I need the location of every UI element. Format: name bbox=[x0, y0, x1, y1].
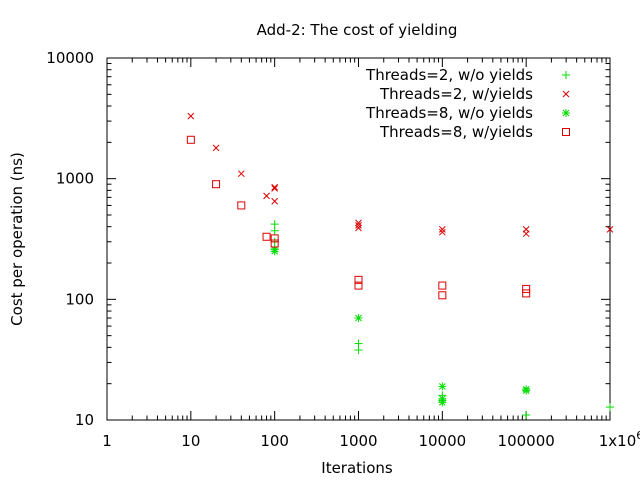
x-axis-title: Iterations bbox=[321, 459, 393, 477]
data-point bbox=[271, 183, 279, 191]
data-point bbox=[354, 346, 363, 355]
plot-frame bbox=[106, 57, 611, 421]
data-points bbox=[186, 112, 614, 420]
data-point bbox=[355, 224, 362, 232]
legend-label: Threads=8, w/o yields bbox=[365, 104, 533, 122]
data-point bbox=[522, 411, 531, 420]
data-point bbox=[354, 275, 363, 284]
y-tick-label: 10 bbox=[75, 411, 94, 429]
data-point bbox=[186, 135, 195, 144]
legend-marker bbox=[562, 128, 570, 136]
data-point bbox=[438, 226, 446, 233]
data-point bbox=[187, 112, 195, 120]
series-4 bbox=[186, 135, 531, 300]
data-point bbox=[438, 398, 447, 407]
x-tick-label: 100 bbox=[260, 432, 289, 450]
y-axis-title: Cost per operation (ns) bbox=[8, 152, 26, 326]
data-point bbox=[270, 226, 279, 235]
data-point bbox=[270, 239, 279, 248]
x-tick-label: 1 bbox=[102, 432, 112, 450]
data-point bbox=[355, 219, 362, 227]
data-point bbox=[270, 234, 279, 243]
legend-label: Threads=2, w/o yields bbox=[365, 66, 533, 84]
data-point bbox=[438, 382, 447, 391]
legend-marker bbox=[562, 90, 570, 98]
legend-label: Threads=8, w/yields bbox=[379, 123, 533, 141]
data-point bbox=[438, 291, 447, 300]
data-point bbox=[355, 222, 362, 229]
series-3 bbox=[270, 245, 531, 407]
data-point bbox=[263, 192, 270, 200]
x-tick-label: 1x106 bbox=[599, 429, 640, 450]
data-point bbox=[606, 226, 614, 233]
data-point bbox=[262, 232, 271, 241]
data-point bbox=[270, 247, 279, 256]
data-point bbox=[522, 284, 531, 293]
x-tick-label: 10 bbox=[181, 432, 200, 450]
data-point bbox=[438, 228, 446, 236]
data-point bbox=[438, 281, 447, 290]
data-point bbox=[354, 281, 363, 290]
data-point bbox=[522, 230, 530, 238]
data-point bbox=[271, 197, 279, 205]
axis-ticks bbox=[106, 57, 611, 421]
data-point bbox=[271, 185, 279, 192]
y-tick-label: 100 bbox=[65, 290, 94, 308]
series-2 bbox=[187, 112, 614, 238]
data-point bbox=[522, 386, 531, 395]
x-tick-label: 10000 bbox=[418, 432, 466, 450]
legend-label: Threads=2, w/yields bbox=[379, 85, 533, 103]
y-tick-label: 1000 bbox=[56, 170, 94, 188]
data-point bbox=[212, 180, 221, 189]
tick-labels: 1 10 100 1000 10000 100000 1x106 10 100 1000 10000 bbox=[46, 49, 640, 450]
data-point bbox=[606, 403, 614, 412]
legend-marker bbox=[562, 71, 570, 79]
data-point bbox=[354, 314, 363, 323]
y-tick-label: 10000 bbox=[46, 49, 94, 67]
data-point bbox=[237, 170, 245, 178]
data-point bbox=[212, 144, 220, 152]
plot-border bbox=[106, 57, 611, 421]
chart-title: Add-2: The cost of yielding bbox=[257, 21, 458, 39]
legend-marker bbox=[562, 109, 570, 117]
x-tick-label: 100000 bbox=[498, 432, 555, 450]
data-point bbox=[522, 289, 531, 298]
x-tick-label: 1000 bbox=[339, 432, 377, 450]
data-point bbox=[237, 201, 246, 210]
